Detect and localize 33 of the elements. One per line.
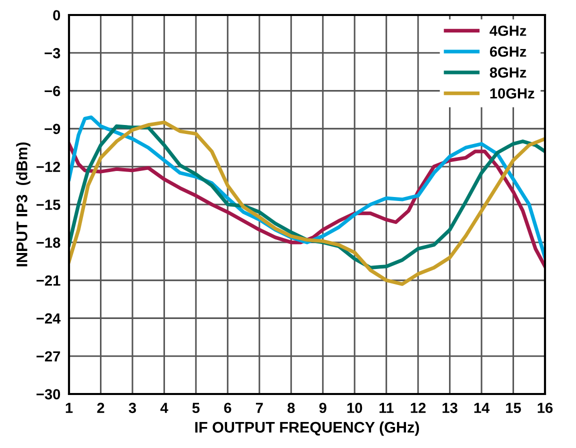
x-tick-label: 10 xyxy=(347,402,362,414)
x-tick-label: 2 xyxy=(97,402,104,413)
y-tick-label: −27 xyxy=(36,351,60,362)
x-tick-label: 3 xyxy=(128,402,136,414)
y-axis-title: INPUT IP3 (dBm) xyxy=(16,142,30,266)
y-tick-label: −9 xyxy=(44,124,60,134)
y-tick-label: −24 xyxy=(36,313,61,324)
legend-label: 10GHz xyxy=(490,88,534,99)
y-tick-label: −12 xyxy=(36,162,60,172)
x-axis-title: IF OUTPUT FREQUENCY (GHz) xyxy=(195,421,419,436)
x-tick-label: 16 xyxy=(538,402,553,414)
x-tick-label: 7 xyxy=(256,402,263,413)
x-tick-label: 15 xyxy=(506,402,521,414)
x-tick-label: 4 xyxy=(160,402,168,413)
y-tick-label: −30 xyxy=(36,389,60,400)
y-tick-label: −15 xyxy=(36,200,60,210)
x-tick-label: 9 xyxy=(319,402,326,414)
y-tick-label: −18 xyxy=(36,238,60,248)
legend-label: 8GHz xyxy=(490,67,526,78)
x-tick-label: 6 xyxy=(224,402,232,414)
legend-label: 6GHz xyxy=(490,46,526,57)
y-tick-label: −6 xyxy=(44,86,60,96)
x-tick-label: 5 xyxy=(192,402,200,414)
legend-label: 4GHz xyxy=(490,26,526,36)
x-tick-label: 1 xyxy=(66,402,73,413)
x-tick-label: 13 xyxy=(442,402,458,414)
x-tick-label: 14 xyxy=(474,402,490,413)
y-tick-label: −21 xyxy=(36,275,60,286)
x-tick-label: 8 xyxy=(288,402,295,414)
x-tick-label: 11 xyxy=(380,402,394,413)
y-tick-label: −3 xyxy=(44,48,60,58)
y-tick-label: 0 xyxy=(53,10,60,20)
x-tick-label: 12 xyxy=(410,402,426,413)
